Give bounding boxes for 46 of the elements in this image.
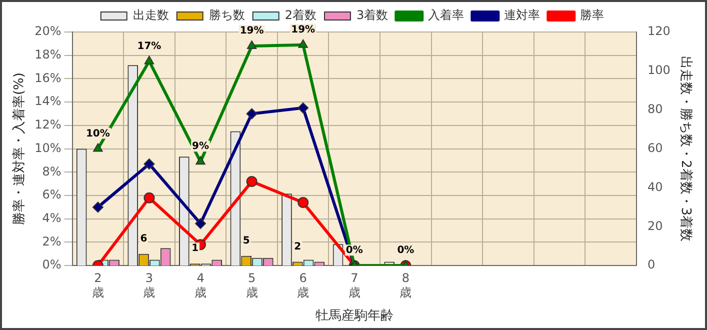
y-tick-label: 12% bbox=[34, 118, 62, 132]
y-tick-label: 20% bbox=[34, 24, 62, 38]
y-tick-label: 18% bbox=[34, 47, 62, 62]
y2-tick-label: 80 bbox=[647, 102, 663, 116]
y-tick-label: 0% bbox=[42, 258, 62, 272]
y2-tick-label: 100 bbox=[647, 63, 670, 78]
data-label: 0% bbox=[397, 245, 414, 256]
x-tick-label: 2歳 bbox=[92, 270, 104, 300]
x-axis-title: 牡馬産駒年齢 bbox=[315, 308, 394, 324]
x-tick-label: 4歳 bbox=[194, 270, 207, 300]
data-label: 1 bbox=[192, 243, 199, 254]
y-axis-title: 勝率・連対率・入着率(%) bbox=[11, 72, 28, 226]
x-tick-label: 3歳 bbox=[143, 270, 156, 300]
legend-label: 勝ち数 bbox=[208, 8, 245, 22]
y-tick-label: 2% bbox=[42, 234, 62, 248]
legend-label: 2着数 bbox=[284, 8, 317, 22]
y2-tick-label: 40 bbox=[647, 180, 663, 194]
data-label: 19% bbox=[240, 26, 264, 37]
data-label: 6 bbox=[140, 234, 148, 245]
y-tick-label: 16% bbox=[34, 70, 62, 85]
data-label: 10% bbox=[86, 128, 110, 140]
y-tick-label: 6% bbox=[42, 188, 62, 202]
y2-tick-label: 60 bbox=[647, 140, 663, 155]
data-label: 17% bbox=[137, 40, 162, 52]
y-tick-label: 4% bbox=[42, 211, 62, 226]
data-label: 19% bbox=[291, 24, 316, 36]
legend-label: 勝率 bbox=[580, 8, 604, 22]
legend-label: 入着率 bbox=[428, 8, 464, 22]
data-label: 5 bbox=[242, 235, 250, 246]
y2-tick-label: 20 bbox=[647, 218, 663, 233]
data-label: 0% bbox=[346, 245, 363, 256]
x-tick-label: 6歳 bbox=[297, 270, 310, 300]
legend-label: 3着数 bbox=[356, 8, 388, 22]
x-tick-label: 8歳 bbox=[400, 270, 412, 300]
y-tick-label: 10% bbox=[34, 140, 62, 155]
y2-tick-label: 120 bbox=[647, 24, 670, 38]
legend-label: 連対率 bbox=[504, 8, 540, 22]
data-label: 2 bbox=[294, 241, 302, 252]
y-tick-label: 14% bbox=[34, 94, 62, 108]
data-label: 9% bbox=[192, 141, 209, 152]
legend-label: 出走数 bbox=[132, 8, 169, 22]
x-tick-label: 5歳 bbox=[246, 270, 258, 300]
x-tick-label: 7歳 bbox=[348, 270, 360, 300]
y2-tick-label: 0 bbox=[647, 258, 656, 272]
y-tick-label: 8% bbox=[42, 164, 62, 178]
y2-axis-title: 出走数・勝ち数・2着数・3着数 bbox=[678, 56, 694, 242]
